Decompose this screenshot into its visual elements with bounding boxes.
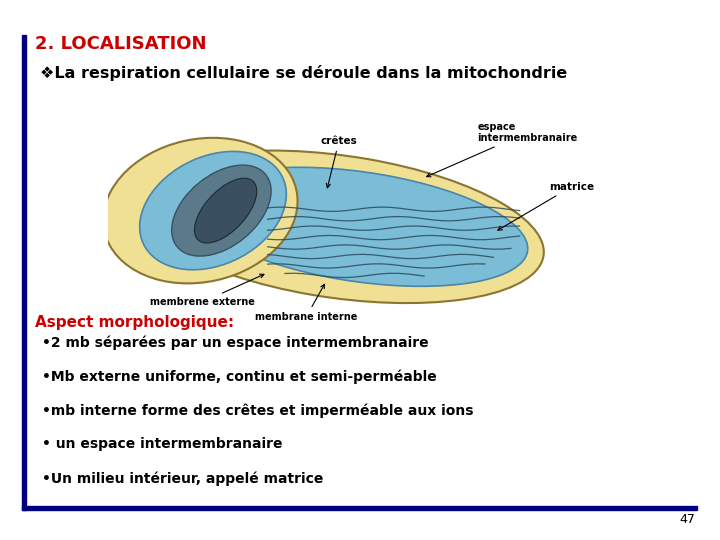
Text: crêtes: crêtes (320, 136, 357, 188)
Text: ❖La respiration cellulaire se déroule dans la mitochondrie: ❖La respiration cellulaire se déroule da… (40, 65, 567, 81)
Text: 2. LOCALISATION: 2. LOCALISATION (35, 35, 207, 53)
Text: matrice: matrice (498, 181, 594, 230)
Text: membrane interne: membrane interne (255, 284, 357, 322)
Ellipse shape (192, 167, 528, 286)
Text: • un espace intermembranaire: • un espace intermembranaire (42, 437, 282, 451)
Ellipse shape (140, 151, 287, 270)
Text: membrene externe: membrene externe (150, 274, 264, 307)
Text: •Un milieu intérieur, appelé matrice: •Un milieu intérieur, appelé matrice (42, 471, 323, 485)
Text: espace
intermembranaire: espace intermembranaire (427, 122, 578, 177)
Text: 47: 47 (679, 513, 695, 526)
Text: •Mb externe uniforme, continu et semi-perméable: •Mb externe uniforme, continu et semi-pe… (42, 369, 437, 383)
Bar (22, 35, 26, 510)
Ellipse shape (134, 151, 544, 303)
Ellipse shape (171, 165, 271, 256)
Text: Aspect morphologique:: Aspect morphologique: (35, 315, 234, 330)
Ellipse shape (194, 178, 257, 243)
Text: •mb interne forme des crêtes et imperméable aux ions: •mb interne forme des crêtes et imperméa… (42, 403, 474, 417)
Bar (22, 506, 697, 510)
Ellipse shape (103, 138, 297, 284)
Text: •2 mb séparées par un espace intermembranaire: •2 mb séparées par un espace intermembra… (42, 335, 428, 349)
